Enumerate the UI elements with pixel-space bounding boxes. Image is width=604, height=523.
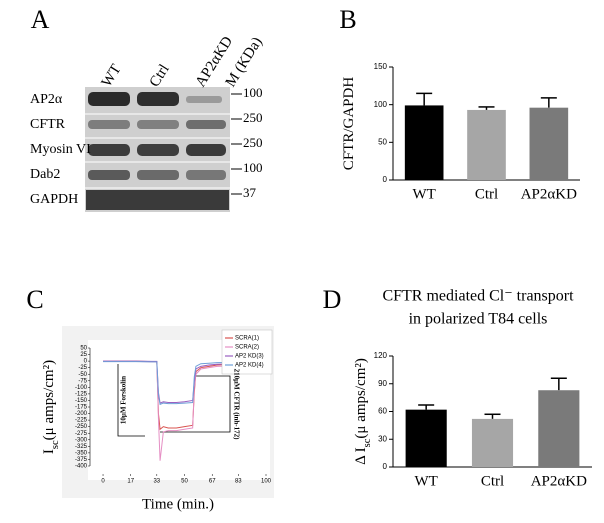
bar xyxy=(467,109,506,180)
legend-label: AP2 KD(4) xyxy=(235,363,264,369)
y-tick-label: 30 xyxy=(378,434,387,443)
x-tick-label: WT xyxy=(413,186,436,202)
marker-label: 100 xyxy=(243,85,263,100)
y-tick-label: 60 xyxy=(378,407,387,416)
y-axis-title: CFTR/GAPDH xyxy=(341,77,357,171)
chart-title: in polarized T84 cells xyxy=(409,311,548,328)
annotation: 10μM Forskolin xyxy=(120,376,128,424)
y-tick-label: -375 xyxy=(75,457,88,463)
x-tick-label: 17 xyxy=(127,479,134,485)
annotation: 210μM CFTR (inh-172) xyxy=(232,369,240,441)
y-axis-title-part: sc xyxy=(362,438,373,447)
y-axis-title-part: I xyxy=(41,449,57,454)
marker-label: 250 xyxy=(243,135,263,150)
y-tick-label: -150 xyxy=(75,398,88,404)
bar xyxy=(404,105,444,180)
trace xyxy=(103,360,250,404)
x-tick-label: 50 xyxy=(181,479,188,485)
x-tick-label: AP2αKD xyxy=(521,186,577,202)
bar xyxy=(471,418,514,467)
x-axis-title: Time (min.) xyxy=(142,496,214,512)
y-tick-label: 0 xyxy=(383,175,388,184)
y-tick-label: 0 xyxy=(84,359,88,365)
y-axis-title-part: Δ I xyxy=(353,447,369,465)
y-tick-label: -125 xyxy=(75,391,88,397)
bar xyxy=(405,409,447,467)
legend-box xyxy=(221,329,273,375)
marker-label: 100 xyxy=(243,160,263,175)
legend-label: SCRA(1) xyxy=(235,336,259,342)
marker-label: 250 xyxy=(243,110,263,125)
y-axis-title: Δ Isc(μ amps/cm²) xyxy=(353,358,372,465)
legend-label: SCRA(2) xyxy=(235,345,259,351)
y-axis-title-part: (μ amps/cm²) xyxy=(41,360,57,440)
y-tick-label: 25 xyxy=(80,352,87,358)
panel-label: D xyxy=(323,285,342,314)
y-tick-label: -400 xyxy=(75,464,88,470)
row-label: Myosin VI xyxy=(30,142,91,157)
y-tick-label: -50 xyxy=(78,372,87,378)
y-tick-label: 120 xyxy=(374,351,388,360)
lane-label: WT xyxy=(99,62,125,90)
panel-label: B xyxy=(339,5,356,34)
y-tick-label: -175 xyxy=(75,405,88,411)
y-axis-title-part: CFTR/GAPDH xyxy=(341,77,357,171)
y-tick-label: -350 xyxy=(75,450,88,456)
x-tick-label: 83 xyxy=(235,479,242,485)
marker-label: 37 xyxy=(243,185,257,200)
blot-image xyxy=(85,87,230,212)
y-tick-label: 100 xyxy=(374,100,388,109)
x-tick-label: 100 xyxy=(261,479,272,485)
row-label: Dab2 xyxy=(30,167,60,182)
y-tick-label: -225 xyxy=(75,418,88,424)
chart-title: CFTR mediated Cl⁻ transport xyxy=(382,288,574,305)
lane-label: Ctrl xyxy=(147,62,173,90)
y-tick-label: 90 xyxy=(378,379,387,388)
y-tick-label: -275 xyxy=(75,431,88,437)
x-tick-label: 33 xyxy=(153,479,160,485)
y-tick-label: -100 xyxy=(75,385,88,391)
bar xyxy=(538,390,580,467)
row-label: AP2α xyxy=(30,92,63,107)
panel-label: A xyxy=(31,5,50,34)
bar xyxy=(529,107,569,180)
y-tick-label: -300 xyxy=(75,437,88,443)
x-tick-label: 0 xyxy=(101,479,105,485)
y-tick-label: 50 xyxy=(80,346,87,352)
x-tick-label: Ctrl xyxy=(475,186,498,202)
x-tick-label: AP2αKD xyxy=(531,473,587,489)
y-axis-title-part: (μ amps/cm²) xyxy=(353,358,369,438)
x-tick-label: 67 xyxy=(209,479,216,485)
row-label: CFTR xyxy=(30,117,66,132)
y-tick-label: -75 xyxy=(78,378,87,384)
y-tick-label: -25 xyxy=(78,365,87,371)
y-tick-label: 150 xyxy=(374,62,388,71)
y-tick-label: -250 xyxy=(75,424,88,430)
x-tick-label: WT xyxy=(415,473,438,489)
x-tick-label: Ctrl xyxy=(481,473,504,489)
y-axis-title: Isc(μ amps/cm²) xyxy=(41,360,60,454)
y-axis-title-part: sc xyxy=(50,440,61,449)
trace xyxy=(103,361,250,406)
y-tick-label: 50 xyxy=(378,137,387,146)
legend-label: AP2 KD(3) xyxy=(235,354,264,360)
row-label: GAPDH xyxy=(30,192,78,207)
y-tick-label: -325 xyxy=(75,444,88,450)
annotation-brackets xyxy=(117,364,231,437)
panel-label: C xyxy=(26,285,43,314)
y-tick-label: 0 xyxy=(383,462,388,471)
y-tick-label: -200 xyxy=(75,411,88,417)
